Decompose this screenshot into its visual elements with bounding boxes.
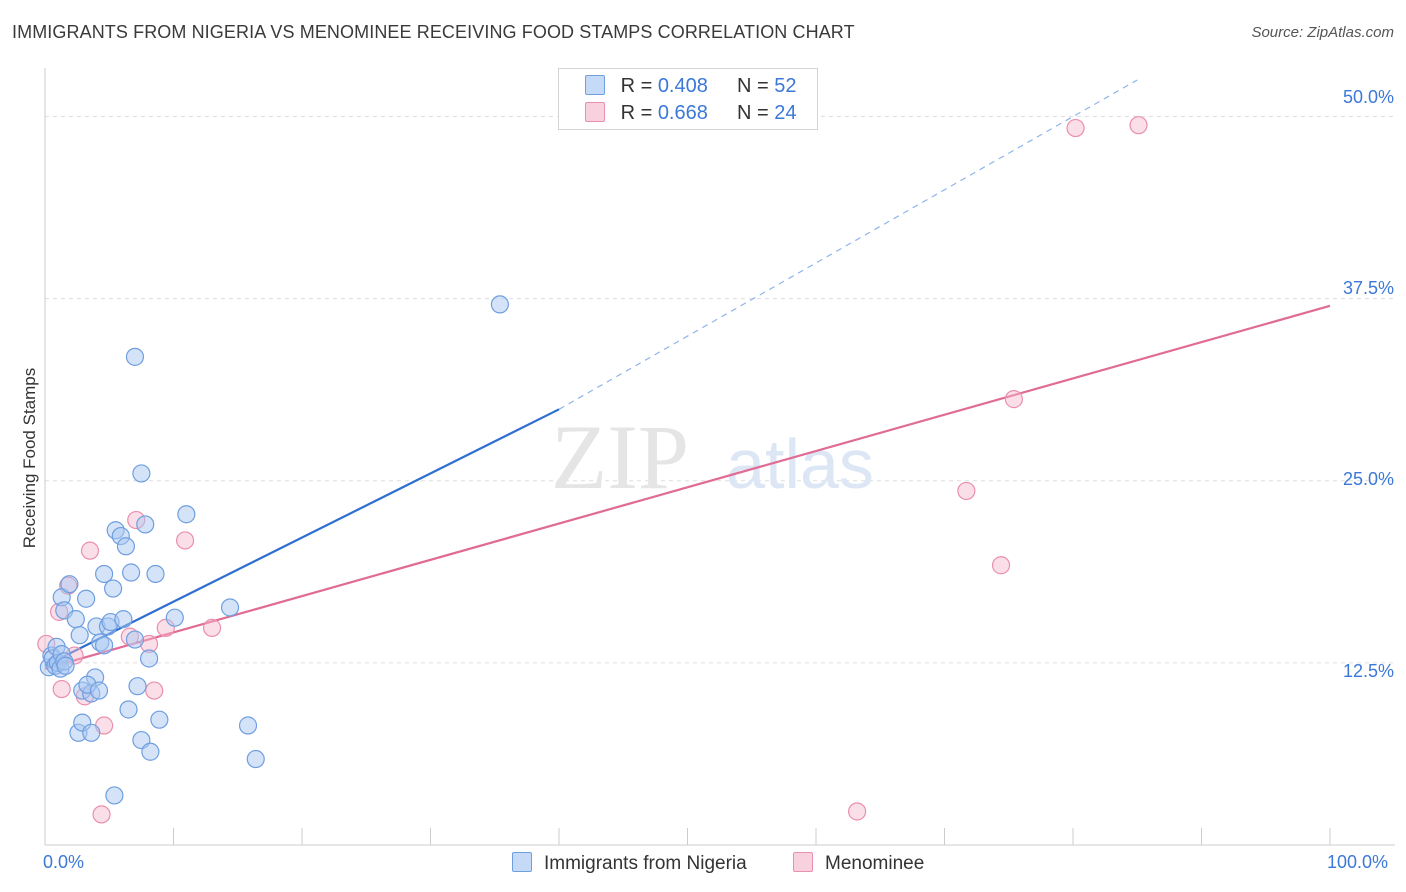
point-nigeria-31 <box>116 537 136 556</box>
point-nigeria-23 <box>95 636 114 655</box>
point-menominee-20 <box>1066 118 1085 138</box>
point-nigeria-39 <box>139 649 159 668</box>
point-nigeria-38 <box>136 515 155 534</box>
legend-swatch-pink <box>793 852 813 872</box>
r-value: 0.668 <box>657 102 708 124</box>
r-value: 0.408 <box>657 75 708 97</box>
y-tick-37-5: 37.5% <box>1342 278 1394 298</box>
point-nigeria-9 <box>56 656 75 675</box>
watermark-atlas: atlas <box>726 425 874 503</box>
trendline-nigeria-extension <box>558 79 1138 410</box>
point-nigeria-14 <box>70 626 89 645</box>
point-nigeria-24 <box>95 564 114 584</box>
point-nigeria-15 <box>77 589 96 608</box>
legend-label: Immigrants from Nigeria <box>544 853 747 874</box>
legend-row-nigeria: R = 0.408 N = 52 <box>585 75 797 99</box>
legend-item-menominee: Menominee <box>793 852 924 875</box>
point-menominee-15 <box>202 618 222 637</box>
legend-swatch-blue <box>512 852 532 872</box>
x-tick-100: 100.0% <box>1327 852 1389 872</box>
point-nigeria-34 <box>125 630 145 649</box>
y-tick-12-5: 12.5% <box>1342 661 1394 681</box>
point-nigeria-48 <box>246 749 265 769</box>
point-nigeria-44 <box>165 608 184 627</box>
point-menominee-7 <box>92 805 111 824</box>
point-nigeria-41 <box>150 710 169 729</box>
point-nigeria-43 <box>141 742 160 761</box>
data-points <box>37 116 1148 824</box>
point-nigeria-30 <box>114 610 133 629</box>
point-nigeria-53 <box>490 295 509 314</box>
y-tick-50: 50.0% <box>1342 87 1394 107</box>
r-label: R = <box>620 75 658 97</box>
point-nigeria-52 <box>105 786 124 805</box>
point-menominee-21 <box>1129 116 1148 135</box>
chart-title: IMMIGRANTS FROM NIGERIA VS MENOMINEE REC… <box>12 22 855 42</box>
point-menominee-14 <box>175 531 195 550</box>
trendlines <box>44 79 1331 670</box>
point-nigeria-35 <box>128 677 147 696</box>
point-nigeria-51 <box>82 723 101 742</box>
axes <box>44 68 1395 846</box>
point-menominee-17 <box>957 481 976 501</box>
point-nigeria-45 <box>177 505 196 524</box>
point-nigeria-33 <box>121 563 141 582</box>
point-menominee-16 <box>848 802 867 821</box>
grid-lines <box>45 115 1395 664</box>
n-value: 24 <box>774 102 797 124</box>
legend-swatch-pink <box>585 102 605 122</box>
source-label: Source: ZipAtlas.com <box>1251 24 1394 41</box>
legend-item-nigeria: Immigrants from Nigeria <box>512 852 747 875</box>
point-nigeria-46 <box>220 598 240 617</box>
point-nigeria-47 <box>238 716 258 735</box>
watermark: ZIP atlas <box>551 406 874 508</box>
point-nigeria-36 <box>125 347 145 366</box>
r-label: R = <box>620 102 658 124</box>
correlation-legend: R = 0.408 N = 52 R = 0.668 N = 24 <box>558 68 818 130</box>
point-nigeria-20 <box>89 681 109 700</box>
point-menominee-19 <box>1004 390 1023 409</box>
point-menominee-4 <box>52 679 71 699</box>
point-nigeria-32 <box>119 700 138 719</box>
x-tick-0: 0.0% <box>43 852 85 872</box>
point-nigeria-37 <box>132 464 151 483</box>
trendline-menominee <box>44 304 1331 670</box>
n-value: 52 <box>774 75 797 97</box>
point-menominee-12 <box>145 681 164 700</box>
point-menominee-18 <box>991 556 1011 575</box>
watermark-zip: ZIP <box>551 406 689 508</box>
point-nigeria-12 <box>60 575 79 594</box>
legend-label: Menominee <box>825 853 925 874</box>
y-tick-25: 25.0% <box>1342 469 1394 489</box>
point-nigeria-13 <box>66 610 85 629</box>
n-label: N = <box>737 75 775 97</box>
n-label: N = <box>737 102 775 124</box>
point-nigeria-40 <box>146 564 165 584</box>
legend-row-menominee: R = 0.668 N = 24 <box>585 102 797 126</box>
point-menominee-6 <box>80 541 100 560</box>
point-nigeria-27 <box>104 579 123 598</box>
legend-swatch-blue <box>585 75 605 95</box>
